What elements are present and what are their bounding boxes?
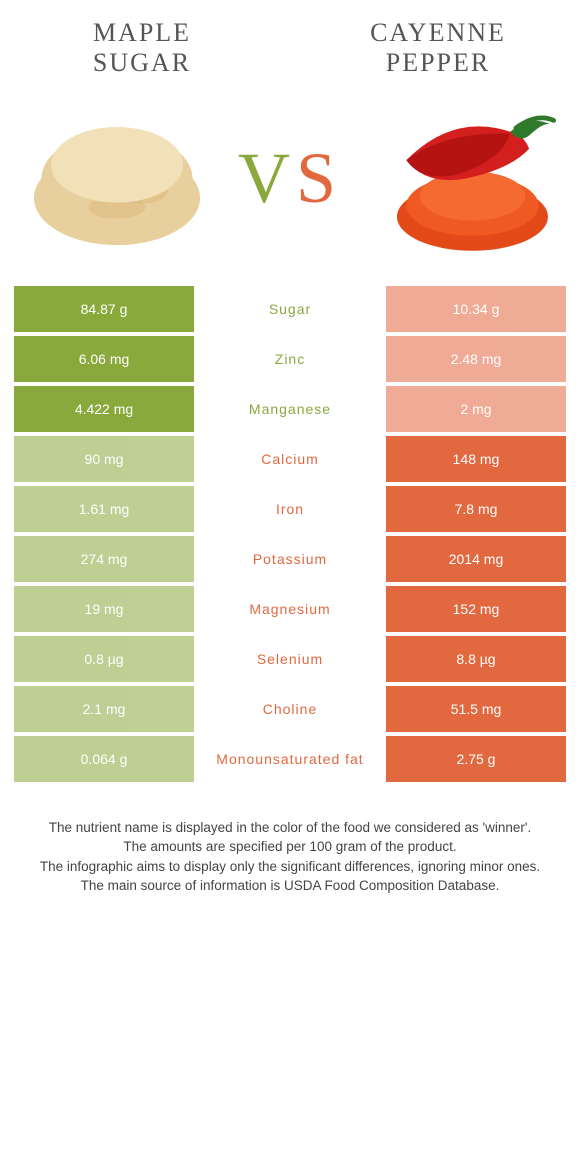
value-left: 0.064 g [14,736,194,782]
table-row: 6.06 mgZinc2.48 mg [14,336,566,382]
value-right: 8.8 µg [386,636,566,682]
nutrient-label: Calcium [194,436,386,482]
value-left: 2.1 mg [14,686,194,732]
nutrient-table: 84.87 gSugar10.34 g6.06 mgZinc2.48 mg4.4… [14,286,566,782]
value-right: 152 mg [386,586,566,632]
value-left: 0.8 µg [14,636,194,682]
footer-line-4: The main source of information is USDA F… [30,876,550,896]
value-left: 4.422 mg [14,386,194,432]
value-right: 148 mg [386,436,566,482]
table-row: 2.1 mgCholine51.5 mg [14,686,566,732]
footer-notes: The nutrient name is displayed in the co… [14,818,566,896]
cayenne-pepper-image [368,94,558,264]
nutrient-label: Selenium [194,636,386,682]
nutrient-label: Zinc [194,336,386,382]
value-left: 90 mg [14,436,194,482]
value-right: 2 mg [386,386,566,432]
vs-s: S [296,138,342,218]
vs-label: VS [238,137,342,220]
nutrient-label: Sugar [194,286,386,332]
nutrient-label: Monounsaturated fat [194,736,386,782]
nutrient-label: Potassium [194,536,386,582]
table-row: 90 mgCalcium148 mg [14,436,566,482]
title-left: Maple sugar [42,18,242,78]
title-right: Cayenne pepper [338,18,538,78]
value-right: 7.8 mg [386,486,566,532]
value-right: 2014 mg [386,536,566,582]
table-row: 19 mgMagnesium152 mg [14,586,566,632]
value-right: 2.48 mg [386,336,566,382]
value-left: 84.87 g [14,286,194,332]
nutrient-label: Manganese [194,386,386,432]
table-row: 84.87 gSugar10.34 g [14,286,566,332]
table-row: 0.064 gMonounsaturated fat2.75 g [14,736,566,782]
table-row: 4.422 mgManganese2 mg [14,386,566,432]
header: Maple sugar Cayenne pepper [14,18,566,78]
table-row: 1.61 mgIron7.8 mg [14,486,566,532]
value-left: 1.61 mg [14,486,194,532]
value-right: 2.75 g [386,736,566,782]
table-row: 274 mgPotassium2014 mg [14,536,566,582]
value-left: 19 mg [14,586,194,632]
value-left: 6.06 mg [14,336,194,382]
maple-sugar-image [22,94,212,264]
images-row: VS [14,94,566,282]
vs-v: V [238,138,296,218]
footer-line-1: The nutrient name is displayed in the co… [30,818,550,838]
footer-line-3: The infographic aims to display only the… [30,857,550,877]
value-right: 51.5 mg [386,686,566,732]
footer-line-2: The amounts are specified per 100 gram o… [30,837,550,857]
table-row: 0.8 µgSelenium8.8 µg [14,636,566,682]
value-right: 10.34 g [386,286,566,332]
nutrient-label: Choline [194,686,386,732]
nutrient-label: Iron [194,486,386,532]
value-left: 274 mg [14,536,194,582]
nutrient-label: Magnesium [194,586,386,632]
